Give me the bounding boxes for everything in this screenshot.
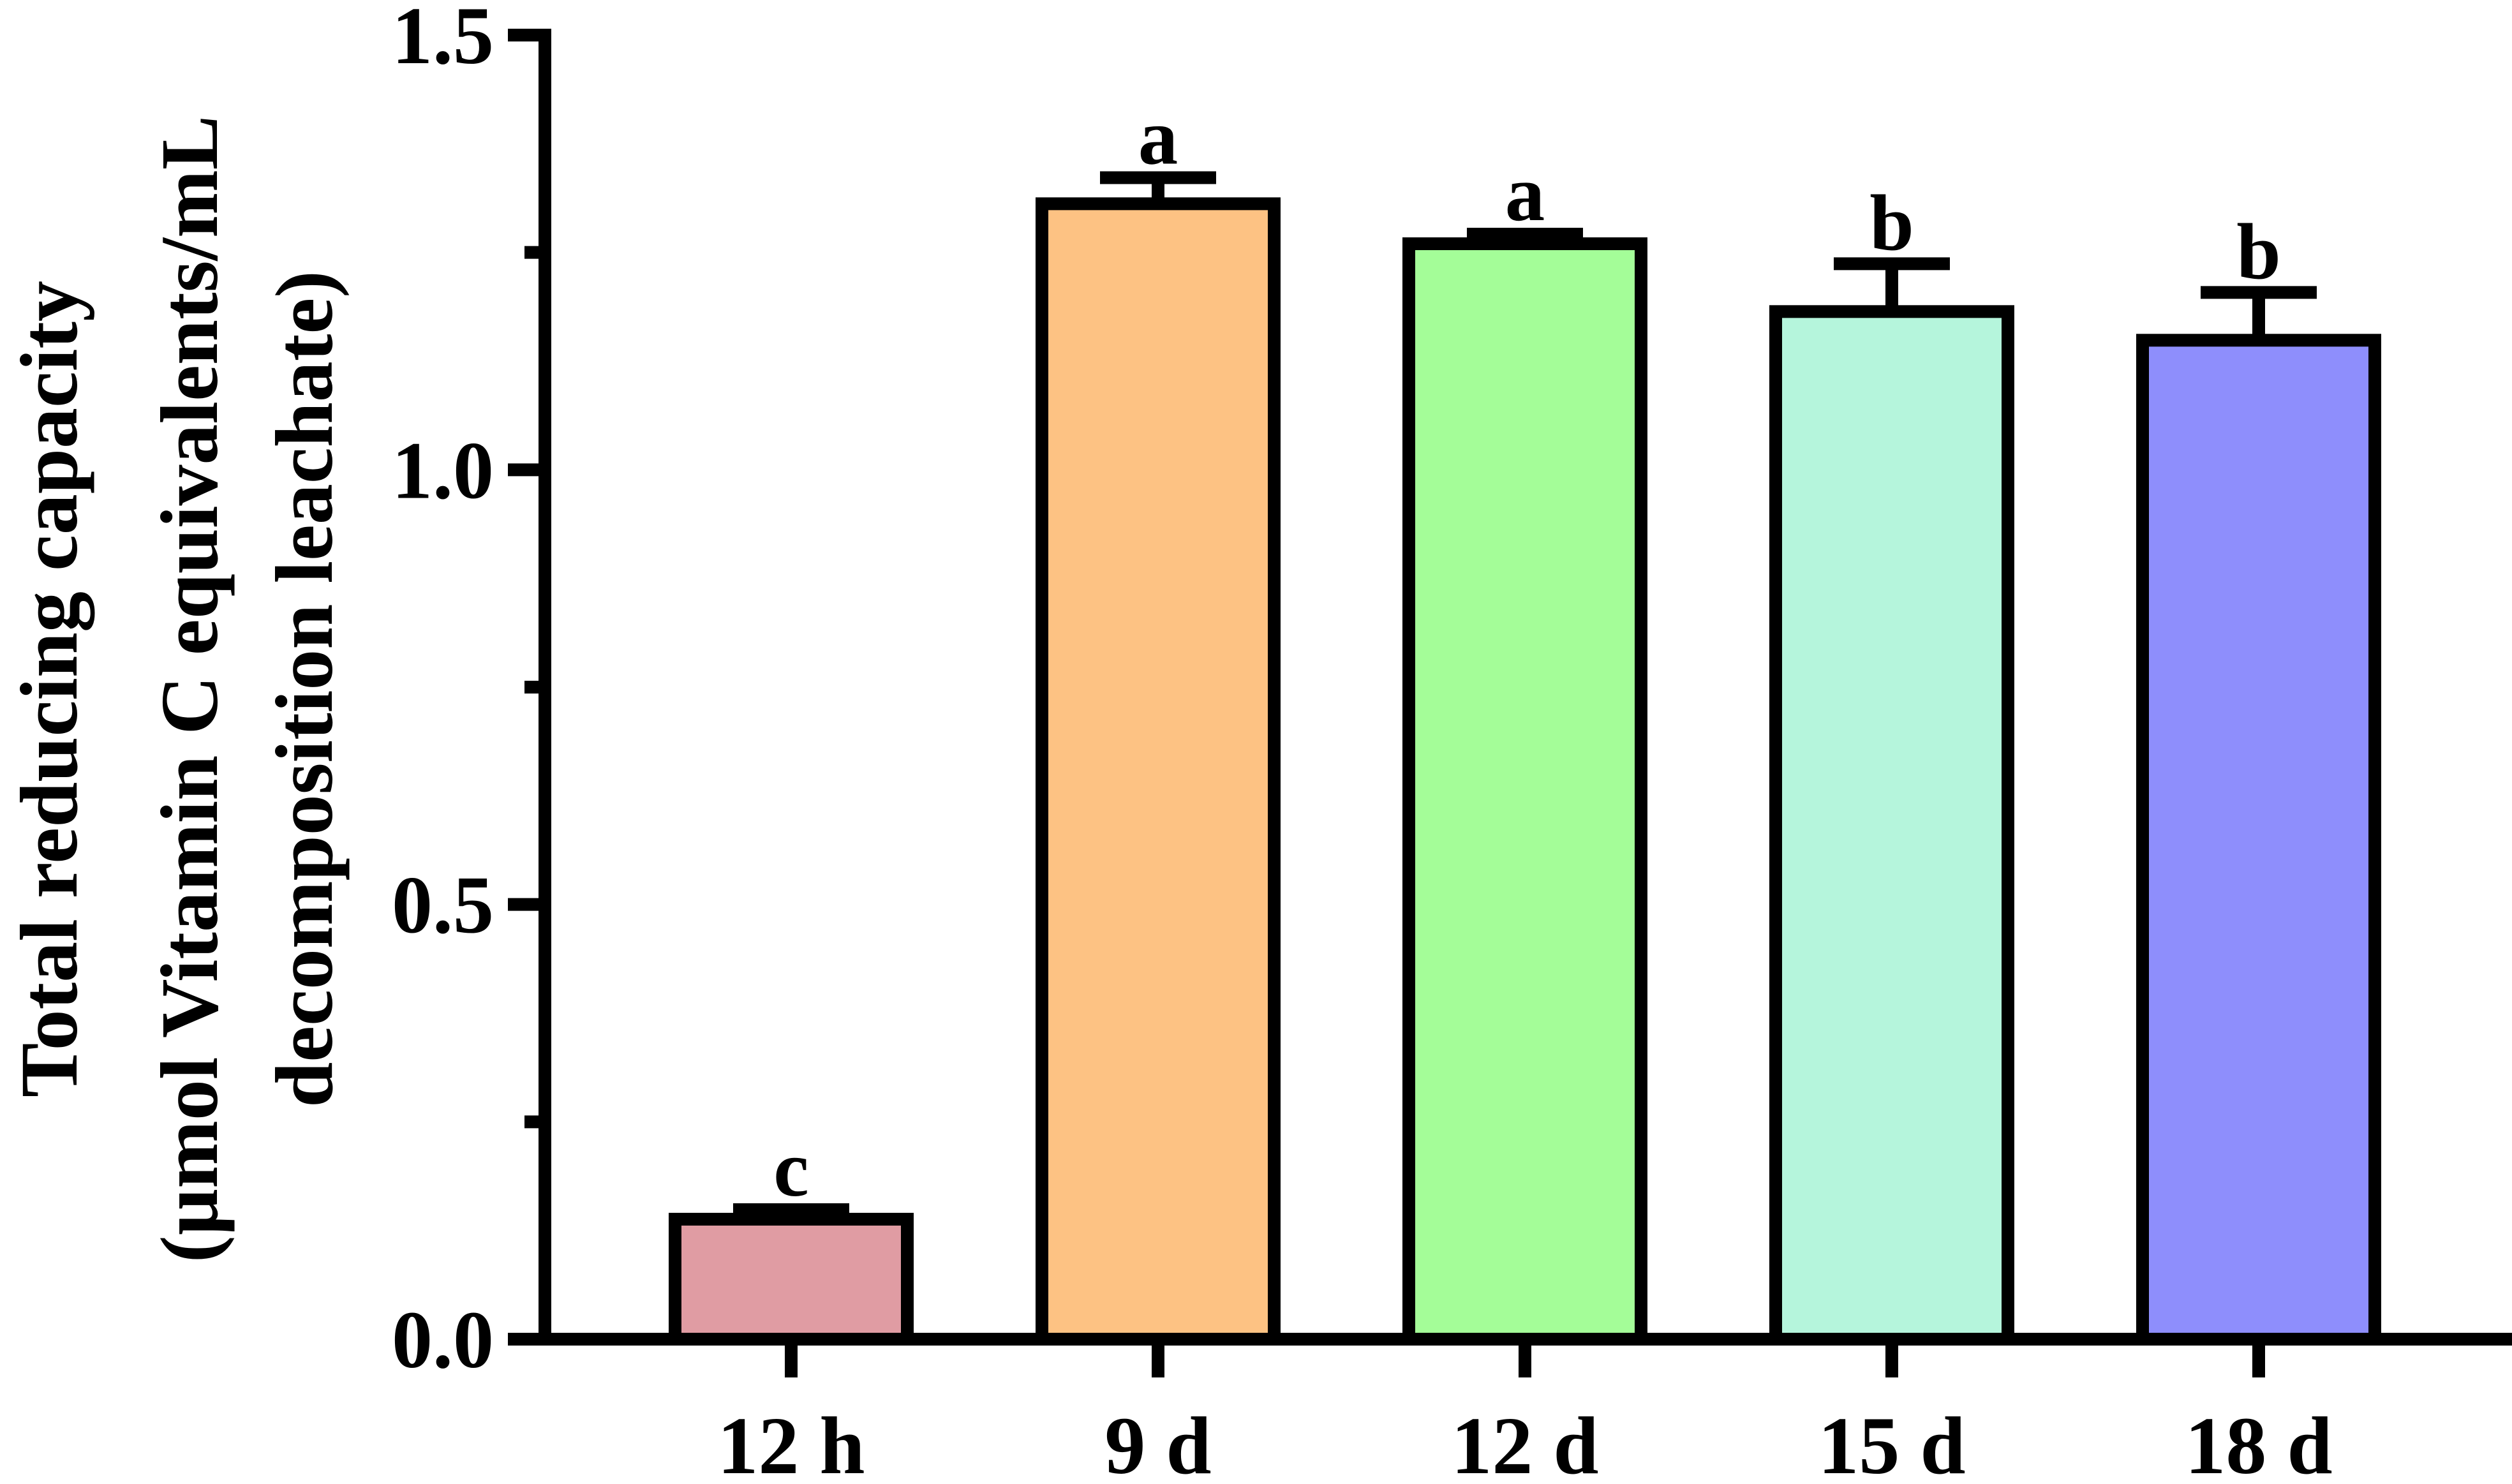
y-axis-title: Total reducing capacity (µmol Vitamin C …: [4, 115, 350, 1263]
bar: [1402, 237, 1647, 1346]
bar: [669, 1212, 914, 1346]
significance-label: a: [1138, 93, 1178, 181]
x-tick-label: 9 d: [1104, 1400, 1211, 1484]
y-tick-label: 1.0: [392, 425, 494, 516]
y-tick-label: 0.0: [392, 1295, 494, 1385]
x-tick-label: 12 h: [717, 1400, 865, 1484]
y-tick-label: 0.5: [392, 860, 494, 951]
x-tick-label: 18 d: [2185, 1400, 2332, 1484]
bar: [1036, 197, 1281, 1346]
bar: [1769, 305, 2014, 1346]
bar: [2136, 334, 2381, 1346]
y-tick-label: 1.5: [392, 0, 494, 81]
significance-label: c: [773, 1125, 808, 1213]
significance-label: b: [2236, 208, 2281, 296]
significance-label: b: [1869, 179, 1914, 267]
x-tick-label: 15 d: [1818, 1400, 1965, 1484]
x-tick-label: 12 d: [1451, 1400, 1598, 1484]
y-axis-title-line: (µmol Vitamin C equivalents/mL: [144, 115, 235, 1263]
y-axis-title-line: decomposition leachate): [259, 271, 350, 1108]
significance-label: a: [1505, 150, 1545, 238]
y-axis-title-line: Total reducing capacity: [4, 281, 94, 1097]
